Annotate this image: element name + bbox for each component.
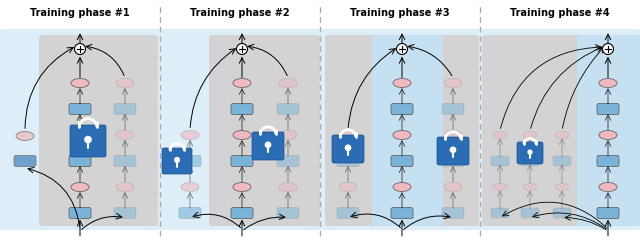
Ellipse shape bbox=[444, 130, 462, 140]
Circle shape bbox=[74, 43, 86, 54]
Ellipse shape bbox=[339, 182, 357, 192]
FancyBboxPatch shape bbox=[553, 156, 571, 166]
FancyBboxPatch shape bbox=[391, 208, 413, 219]
FancyBboxPatch shape bbox=[597, 103, 619, 114]
Ellipse shape bbox=[599, 130, 617, 140]
FancyBboxPatch shape bbox=[14, 155, 36, 167]
Ellipse shape bbox=[84, 136, 92, 143]
FancyBboxPatch shape bbox=[277, 155, 299, 167]
Ellipse shape bbox=[279, 130, 297, 140]
Text: Training phase #2: Training phase #2 bbox=[190, 8, 290, 18]
FancyBboxPatch shape bbox=[442, 155, 464, 167]
Ellipse shape bbox=[599, 182, 617, 192]
FancyBboxPatch shape bbox=[231, 155, 253, 167]
FancyBboxPatch shape bbox=[479, 29, 640, 230]
Ellipse shape bbox=[279, 182, 297, 192]
FancyBboxPatch shape bbox=[325, 35, 479, 226]
FancyBboxPatch shape bbox=[491, 156, 509, 166]
FancyBboxPatch shape bbox=[277, 103, 299, 114]
Circle shape bbox=[397, 43, 408, 54]
Ellipse shape bbox=[16, 132, 34, 141]
Ellipse shape bbox=[344, 144, 351, 151]
FancyBboxPatch shape bbox=[482, 35, 636, 226]
FancyBboxPatch shape bbox=[337, 155, 359, 167]
FancyBboxPatch shape bbox=[39, 35, 158, 226]
FancyBboxPatch shape bbox=[209, 35, 320, 226]
FancyBboxPatch shape bbox=[442, 103, 464, 114]
FancyBboxPatch shape bbox=[231, 103, 253, 114]
Ellipse shape bbox=[339, 130, 357, 140]
Text: Training phase #4: Training phase #4 bbox=[510, 8, 610, 18]
FancyBboxPatch shape bbox=[69, 208, 91, 219]
Ellipse shape bbox=[523, 132, 537, 139]
Ellipse shape bbox=[555, 132, 569, 139]
FancyBboxPatch shape bbox=[231, 208, 253, 219]
Ellipse shape bbox=[181, 130, 199, 140]
Ellipse shape bbox=[555, 183, 569, 190]
Ellipse shape bbox=[116, 79, 134, 87]
Ellipse shape bbox=[493, 132, 507, 139]
Ellipse shape bbox=[233, 79, 251, 87]
Ellipse shape bbox=[116, 130, 134, 140]
FancyBboxPatch shape bbox=[159, 29, 321, 230]
FancyBboxPatch shape bbox=[337, 208, 359, 219]
FancyBboxPatch shape bbox=[114, 208, 136, 219]
FancyBboxPatch shape bbox=[553, 208, 571, 218]
FancyBboxPatch shape bbox=[114, 103, 136, 114]
Text: Training phase #1: Training phase #1 bbox=[30, 8, 130, 18]
Circle shape bbox=[602, 43, 614, 54]
FancyBboxPatch shape bbox=[277, 208, 299, 219]
Ellipse shape bbox=[233, 182, 251, 192]
Ellipse shape bbox=[71, 182, 89, 192]
FancyBboxPatch shape bbox=[332, 135, 364, 163]
FancyBboxPatch shape bbox=[517, 142, 543, 164]
Circle shape bbox=[237, 43, 248, 54]
Ellipse shape bbox=[523, 183, 537, 190]
FancyBboxPatch shape bbox=[437, 137, 469, 165]
FancyBboxPatch shape bbox=[521, 208, 539, 218]
FancyBboxPatch shape bbox=[70, 125, 106, 157]
FancyBboxPatch shape bbox=[0, 29, 161, 230]
FancyBboxPatch shape bbox=[179, 208, 201, 219]
Ellipse shape bbox=[181, 182, 199, 192]
Ellipse shape bbox=[599, 79, 617, 87]
FancyBboxPatch shape bbox=[69, 103, 91, 114]
Ellipse shape bbox=[233, 130, 251, 140]
Ellipse shape bbox=[444, 182, 462, 192]
Ellipse shape bbox=[265, 141, 271, 148]
Ellipse shape bbox=[444, 79, 462, 87]
Ellipse shape bbox=[116, 182, 134, 192]
Ellipse shape bbox=[527, 149, 532, 155]
FancyBboxPatch shape bbox=[162, 148, 192, 174]
FancyBboxPatch shape bbox=[391, 103, 413, 114]
Ellipse shape bbox=[393, 130, 411, 140]
FancyBboxPatch shape bbox=[391, 155, 413, 167]
Ellipse shape bbox=[450, 147, 456, 153]
FancyBboxPatch shape bbox=[69, 155, 91, 167]
FancyBboxPatch shape bbox=[179, 155, 201, 167]
FancyBboxPatch shape bbox=[372, 35, 443, 226]
FancyBboxPatch shape bbox=[521, 156, 539, 166]
Ellipse shape bbox=[174, 157, 180, 163]
FancyBboxPatch shape bbox=[319, 29, 481, 230]
FancyBboxPatch shape bbox=[491, 208, 509, 218]
FancyBboxPatch shape bbox=[252, 132, 284, 160]
FancyBboxPatch shape bbox=[597, 155, 619, 167]
FancyBboxPatch shape bbox=[114, 155, 136, 167]
FancyBboxPatch shape bbox=[577, 35, 640, 226]
Ellipse shape bbox=[71, 79, 89, 87]
Ellipse shape bbox=[493, 183, 507, 190]
Ellipse shape bbox=[71, 130, 89, 140]
Ellipse shape bbox=[279, 79, 297, 87]
Ellipse shape bbox=[393, 182, 411, 192]
Text: Training phase #3: Training phase #3 bbox=[350, 8, 450, 18]
FancyBboxPatch shape bbox=[442, 208, 464, 219]
Ellipse shape bbox=[393, 79, 411, 87]
FancyBboxPatch shape bbox=[597, 208, 619, 219]
